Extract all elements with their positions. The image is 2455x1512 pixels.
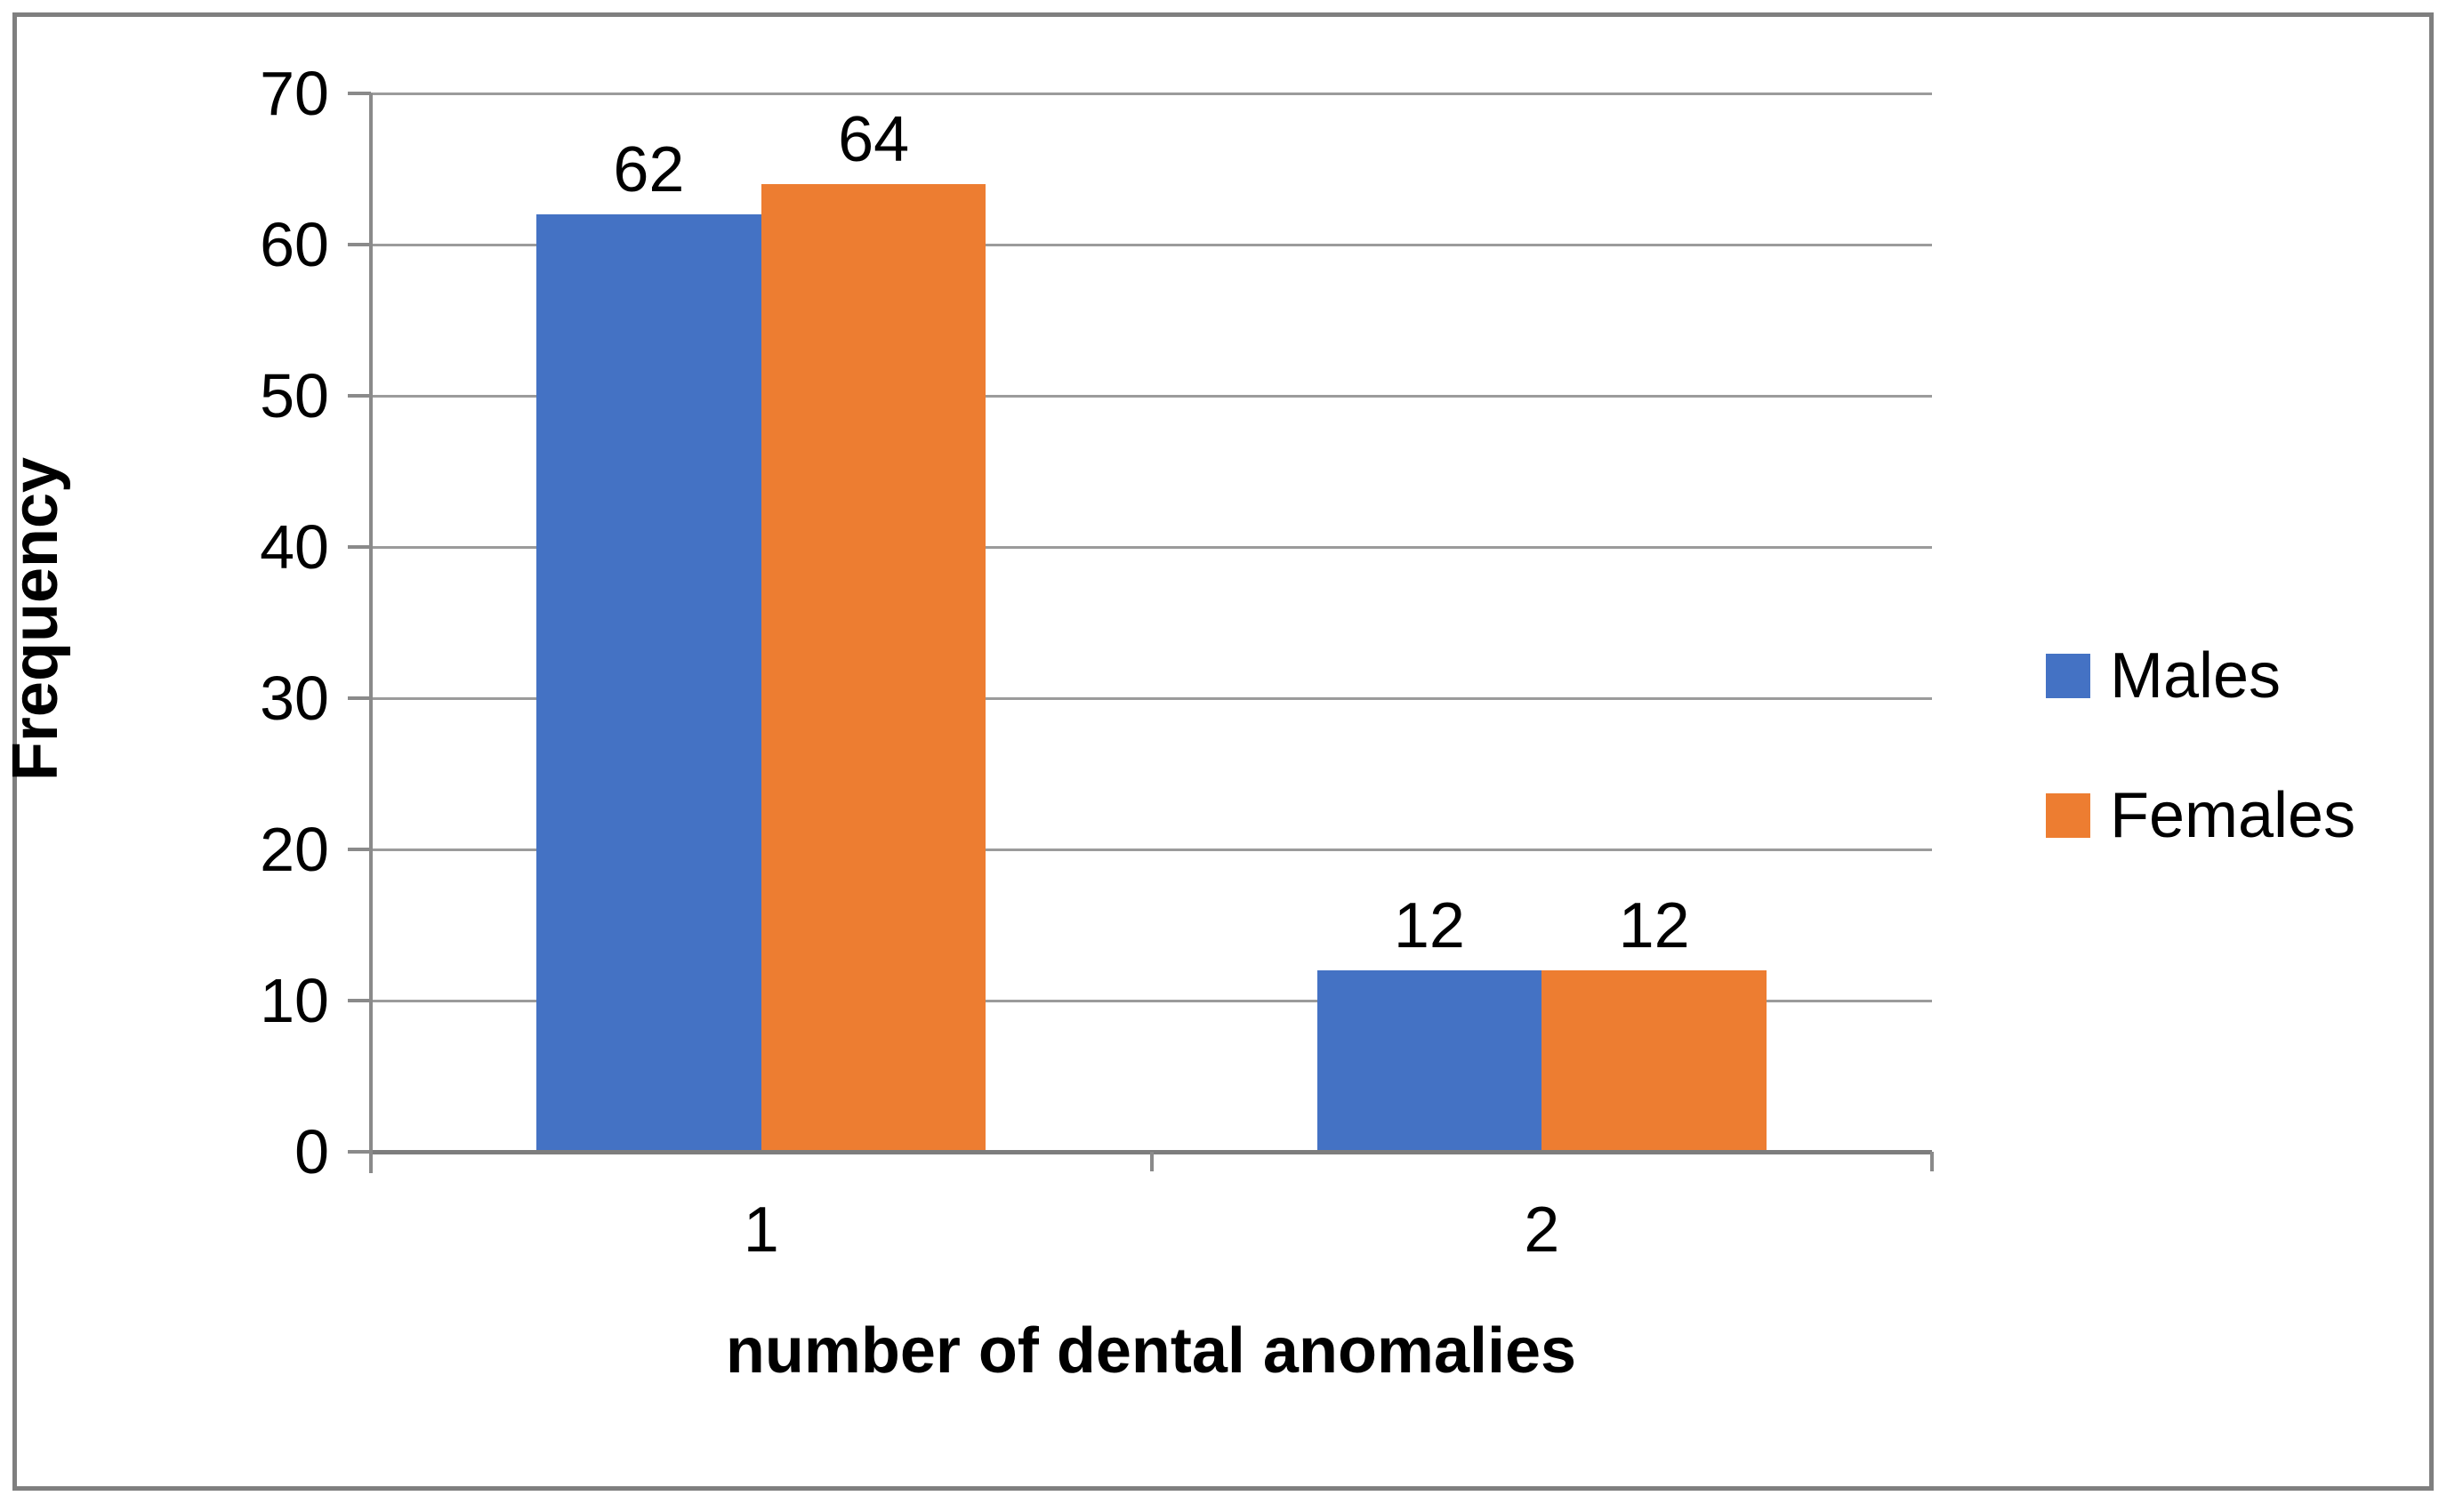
y-axis-tick <box>348 92 371 95</box>
y-axis-tick <box>348 545 371 549</box>
data-label-males-category-2: 12 <box>1393 890 1465 961</box>
x-tick-label: 1 <box>743 1194 779 1266</box>
legend-item-males: Males <box>2046 640 2355 712</box>
bar-males-category-1 <box>536 214 761 1152</box>
legend-label-females: Females <box>2110 780 2356 851</box>
y-axis-tick <box>348 394 371 398</box>
y-axis-tick <box>348 999 371 1002</box>
gridline <box>371 848 1932 851</box>
x-axis-tick <box>1149 1152 1154 1171</box>
y-tick-label: 0 <box>294 1117 329 1186</box>
gridline <box>371 243 1932 246</box>
x-axis-tick <box>369 1152 373 1171</box>
bar-females-category-2 <box>1541 970 1767 1152</box>
data-label-females-category-1: 64 <box>838 104 910 175</box>
y-tick-label: 50 <box>260 361 329 430</box>
bar-males-category-2 <box>1316 970 1542 1152</box>
gridline <box>371 92 1932 95</box>
gridline <box>371 545 1932 549</box>
y-axis-line <box>369 93 373 1173</box>
y-axis-tick <box>348 1150 371 1154</box>
legend: Males Females <box>2046 640 2355 927</box>
data-label-females-category-2: 12 <box>1618 890 1690 961</box>
y-tick-label: 10 <box>260 966 329 1035</box>
y-axis-tick <box>348 696 371 700</box>
data-label-males-category-1: 62 <box>613 134 685 205</box>
chart-border <box>12 12 2434 1491</box>
legend-swatch-males-icon <box>2046 654 2090 698</box>
gridline <box>371 394 1932 398</box>
y-tick-label: 40 <box>260 512 329 582</box>
legend-label-males: Males <box>2110 640 2282 712</box>
y-tick-label: 70 <box>260 59 329 128</box>
bar-females-category-1 <box>761 184 986 1152</box>
x-tick-label: 2 <box>1524 1194 1560 1266</box>
y-axis-tick <box>348 848 371 851</box>
legend-item-females: Females <box>2046 780 2355 851</box>
y-tick-label: 60 <box>260 210 329 279</box>
y-axis-tick <box>348 243 371 246</box>
y-axis-title: Frequency <box>0 456 71 782</box>
x-axis-tick <box>1930 1152 1934 1171</box>
gridline <box>371 696 1932 700</box>
y-tick-label: 30 <box>260 664 329 733</box>
gridline <box>371 999 1932 1002</box>
x-axis-title: number of dental anomalies <box>725 1315 1577 1387</box>
legend-swatch-females-icon <box>2046 793 2090 838</box>
y-tick-label: 20 <box>260 815 329 884</box>
